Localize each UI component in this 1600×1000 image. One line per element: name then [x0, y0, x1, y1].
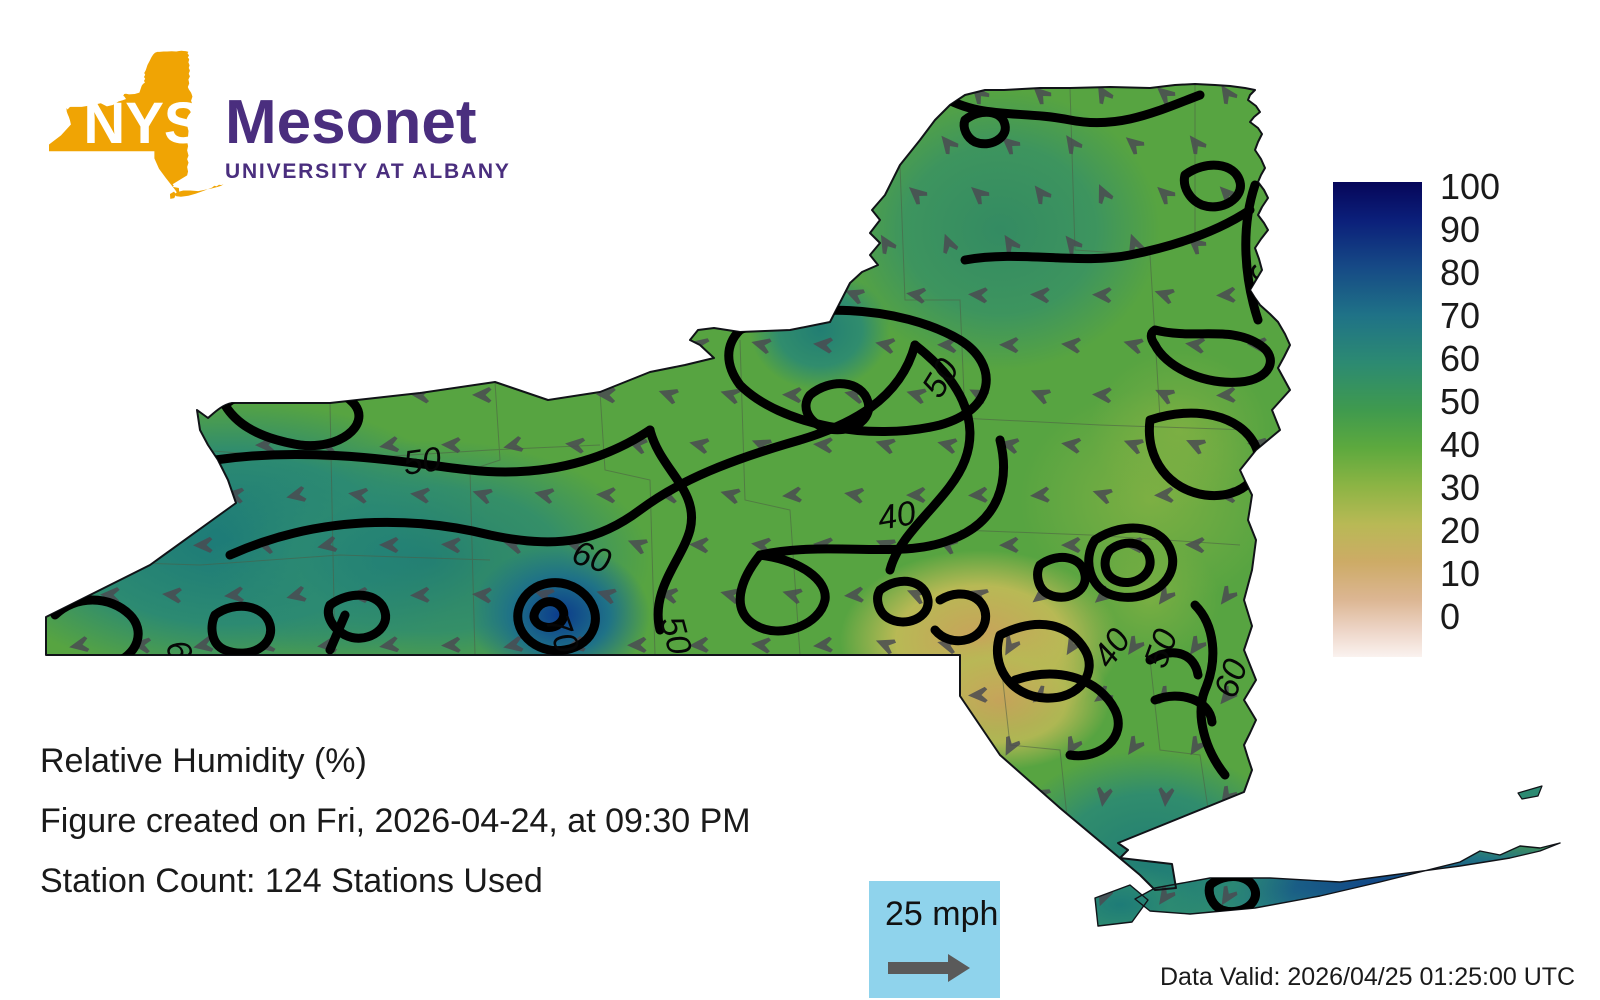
svg-text:NYS: NYS [83, 91, 202, 156]
svg-text:60: 60 [1440, 338, 1480, 379]
svg-text:90: 90 [1440, 209, 1480, 250]
svg-text:40: 40 [1440, 424, 1480, 465]
svg-text:30: 30 [1440, 467, 1480, 508]
svg-text:10: 10 [1440, 553, 1480, 594]
svg-text:Station Count: 124 Stations Us: Station Count: 124 Stations Used [40, 862, 543, 900]
svg-text:50: 50 [1440, 381, 1480, 422]
svg-text:Data Valid: 2026/04/25 01:25:0: Data Valid: 2026/04/25 01:25:00 UTC [1160, 963, 1575, 991]
svg-text:50: 50 [401, 440, 444, 483]
svg-text:Mesonet: Mesonet [225, 88, 476, 157]
svg-text:Figure created on Fri, 2026-04: Figure created on Fri, 2026-04-24, at 09… [40, 802, 751, 840]
svg-text:40: 40 [875, 494, 919, 538]
svg-text:70: 70 [1440, 295, 1480, 336]
svg-text:0: 0 [1440, 596, 1460, 637]
svg-text:UNIVERSITY AT ALBANY: UNIVERSITY AT ALBANY [225, 160, 511, 183]
svg-text:25 mph: 25 mph [885, 895, 998, 933]
svg-text:80: 80 [1440, 252, 1480, 293]
svg-text:Relative Humidity (%): Relative Humidity (%) [40, 742, 367, 780]
svg-text:100: 100 [1440, 166, 1500, 207]
svg-text:20: 20 [1440, 510, 1480, 551]
